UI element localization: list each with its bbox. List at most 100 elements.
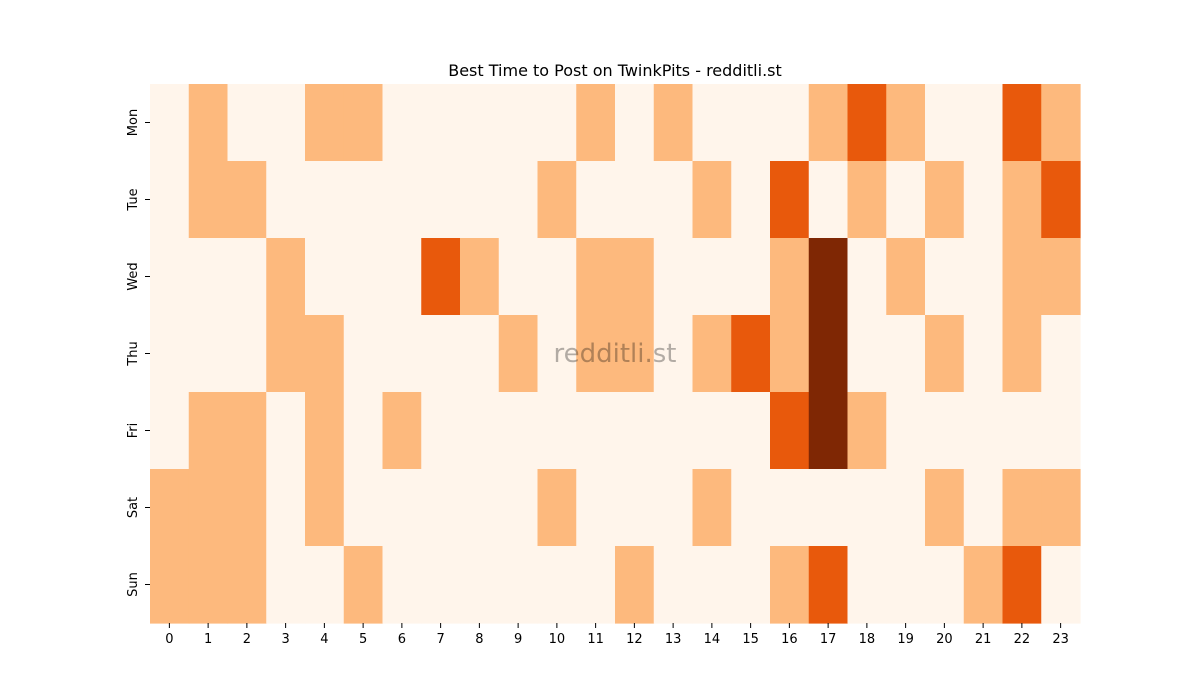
heatmap-cell-thu-12 [615,315,655,393]
heatmap-cell-wed-13 [653,238,694,316]
heatmap-cell-thu-15 [731,315,771,393]
heatmap-cell-sat-12 [615,469,655,547]
heatmap-cell-mon-13 [653,84,694,162]
heatmap-cell-wed-17 [808,238,849,316]
heatmap-cell-tue-9 [498,161,539,239]
heatmap-cell-thu-5 [343,315,384,393]
heatmap-cell-sun-17 [808,546,849,624]
heatmap-cell-tue-7 [421,161,461,239]
heatmap-cell-mon-12 [615,84,655,162]
heatmap-cell-sun-22 [1002,546,1042,624]
heatmap-cell-sat-1 [188,469,229,547]
heatmap-cell-wed-14 [692,238,732,316]
heatmap-cell-sun-0 [150,546,190,624]
heatmap-cell-wed-4 [305,238,345,316]
heatmap-cell-sun-2 [227,546,267,624]
heatmap-cell-thu-23 [1041,315,1081,393]
y-tick-label: Wed [126,262,141,290]
heatmap-cell-fri-16 [770,392,810,470]
heatmap-cell-wed-9 [498,238,539,316]
heatmap-cell-fri-17 [808,392,849,470]
heatmap-cells [150,84,1081,624]
heatmap-cell-sun-6 [382,546,422,624]
heatmap-cell-mon-23 [1041,84,1081,162]
watermark: redditli.st [554,339,677,369]
heatmap-cell-thu-1 [188,315,229,393]
x-tick-label: 6 [398,632,406,647]
heatmap-cell-tue-14 [692,161,732,239]
heatmap-cell-wed-15 [731,238,771,316]
heatmap-cell-sun-8 [460,546,500,624]
heatmap-cell-sat-19 [886,469,926,547]
heatmap-cell-tue-18 [847,161,887,239]
heatmap-cell-wed-22 [1002,238,1042,316]
heatmap-cell-mon-11 [576,84,616,162]
heatmap-cell-mon-22 [1002,84,1042,162]
heatmap-cell-tue-11 [576,161,616,239]
heatmap-cell-mon-7 [421,84,461,162]
heatmap-cell-tue-15 [731,161,771,239]
heatmap-cell-fri-18 [847,392,887,470]
heatmap-cell-sun-4 [305,546,345,624]
heatmap-cell-thu-4 [305,315,345,393]
x-tick-label: 5 [359,632,367,647]
heatmap-cell-sat-4 [305,469,345,547]
heatmap-cell-sat-21 [963,469,1004,547]
heatmap-cell-thu-10 [537,315,577,393]
heatmap-cell-sun-9 [498,546,539,624]
heatmap-cell-fri-7 [421,392,461,470]
heatmap-cell-mon-1 [188,84,229,162]
heatmap-cell-sat-20 [925,469,965,547]
x-tick-label: 18 [859,632,876,647]
x-tick-label: 3 [281,632,289,647]
heatmap-cell-sun-21 [963,546,1004,624]
heatmap-cell-fri-20 [925,392,965,470]
heatmap-cell-sat-0 [150,469,190,547]
x-tick-label: 15 [742,632,759,647]
heatmap-cell-tue-17 [808,161,849,239]
heatmap-cell-tue-4 [305,161,345,239]
heatmap-cell-wed-7 [421,238,461,316]
heatmap-cell-tue-21 [963,161,1004,239]
heatmap-cell-sat-5 [343,469,384,547]
x-tick-label: 11 [587,632,604,647]
heatmap-cell-sun-20 [925,546,965,624]
heatmap-cell-fri-19 [886,392,926,470]
heatmap-cell-mon-2 [227,84,267,162]
heatmap-cell-wed-12 [615,238,655,316]
heatmap-cell-fri-22 [1002,392,1042,470]
heatmap-cell-wed-21 [963,238,1004,316]
heatmap-cell-tue-1 [188,161,229,239]
heatmap-cell-thu-2 [227,315,267,393]
x-tick-label: 22 [1014,632,1031,647]
heatmap-cell-thu-18 [847,315,887,393]
heatmap-cell-fri-13 [653,392,694,470]
x-tick-label: 12 [626,632,643,647]
heatmap-cell-fri-5 [343,392,384,470]
x-tick-label: 4 [320,632,328,647]
heatmap-cell-fri-4 [305,392,345,470]
x-tick-label: 14 [704,632,721,647]
x-tick-label: 23 [1052,632,1069,647]
heatmap-cell-fri-3 [266,392,306,470]
y-tick-label: Mon [126,109,141,136]
heatmap-cell-tue-5 [343,161,384,239]
heatmap-cell-tue-3 [266,161,306,239]
heatmap-cell-sun-23 [1041,546,1081,624]
heatmap-cell-tue-0 [150,161,190,239]
heatmap-cell-wed-8 [460,238,500,316]
x-tick-label: 2 [243,632,251,647]
heatmap-cell-sun-7 [421,546,461,624]
heatmap-cell-mon-6 [382,84,422,162]
heatmap-cell-wed-1 [188,238,229,316]
heatmap-cell-wed-18 [847,238,887,316]
heatmap-cell-wed-5 [343,238,384,316]
heatmap-cell-mon-20 [925,84,965,162]
heatmap-cell-thu-22 [1002,315,1042,393]
heatmap-cell-sun-15 [731,546,771,624]
heatmap-cell-wed-11 [576,238,616,316]
heatmap-cell-sat-16 [770,469,810,547]
heatmap-cell-mon-10 [537,84,577,162]
